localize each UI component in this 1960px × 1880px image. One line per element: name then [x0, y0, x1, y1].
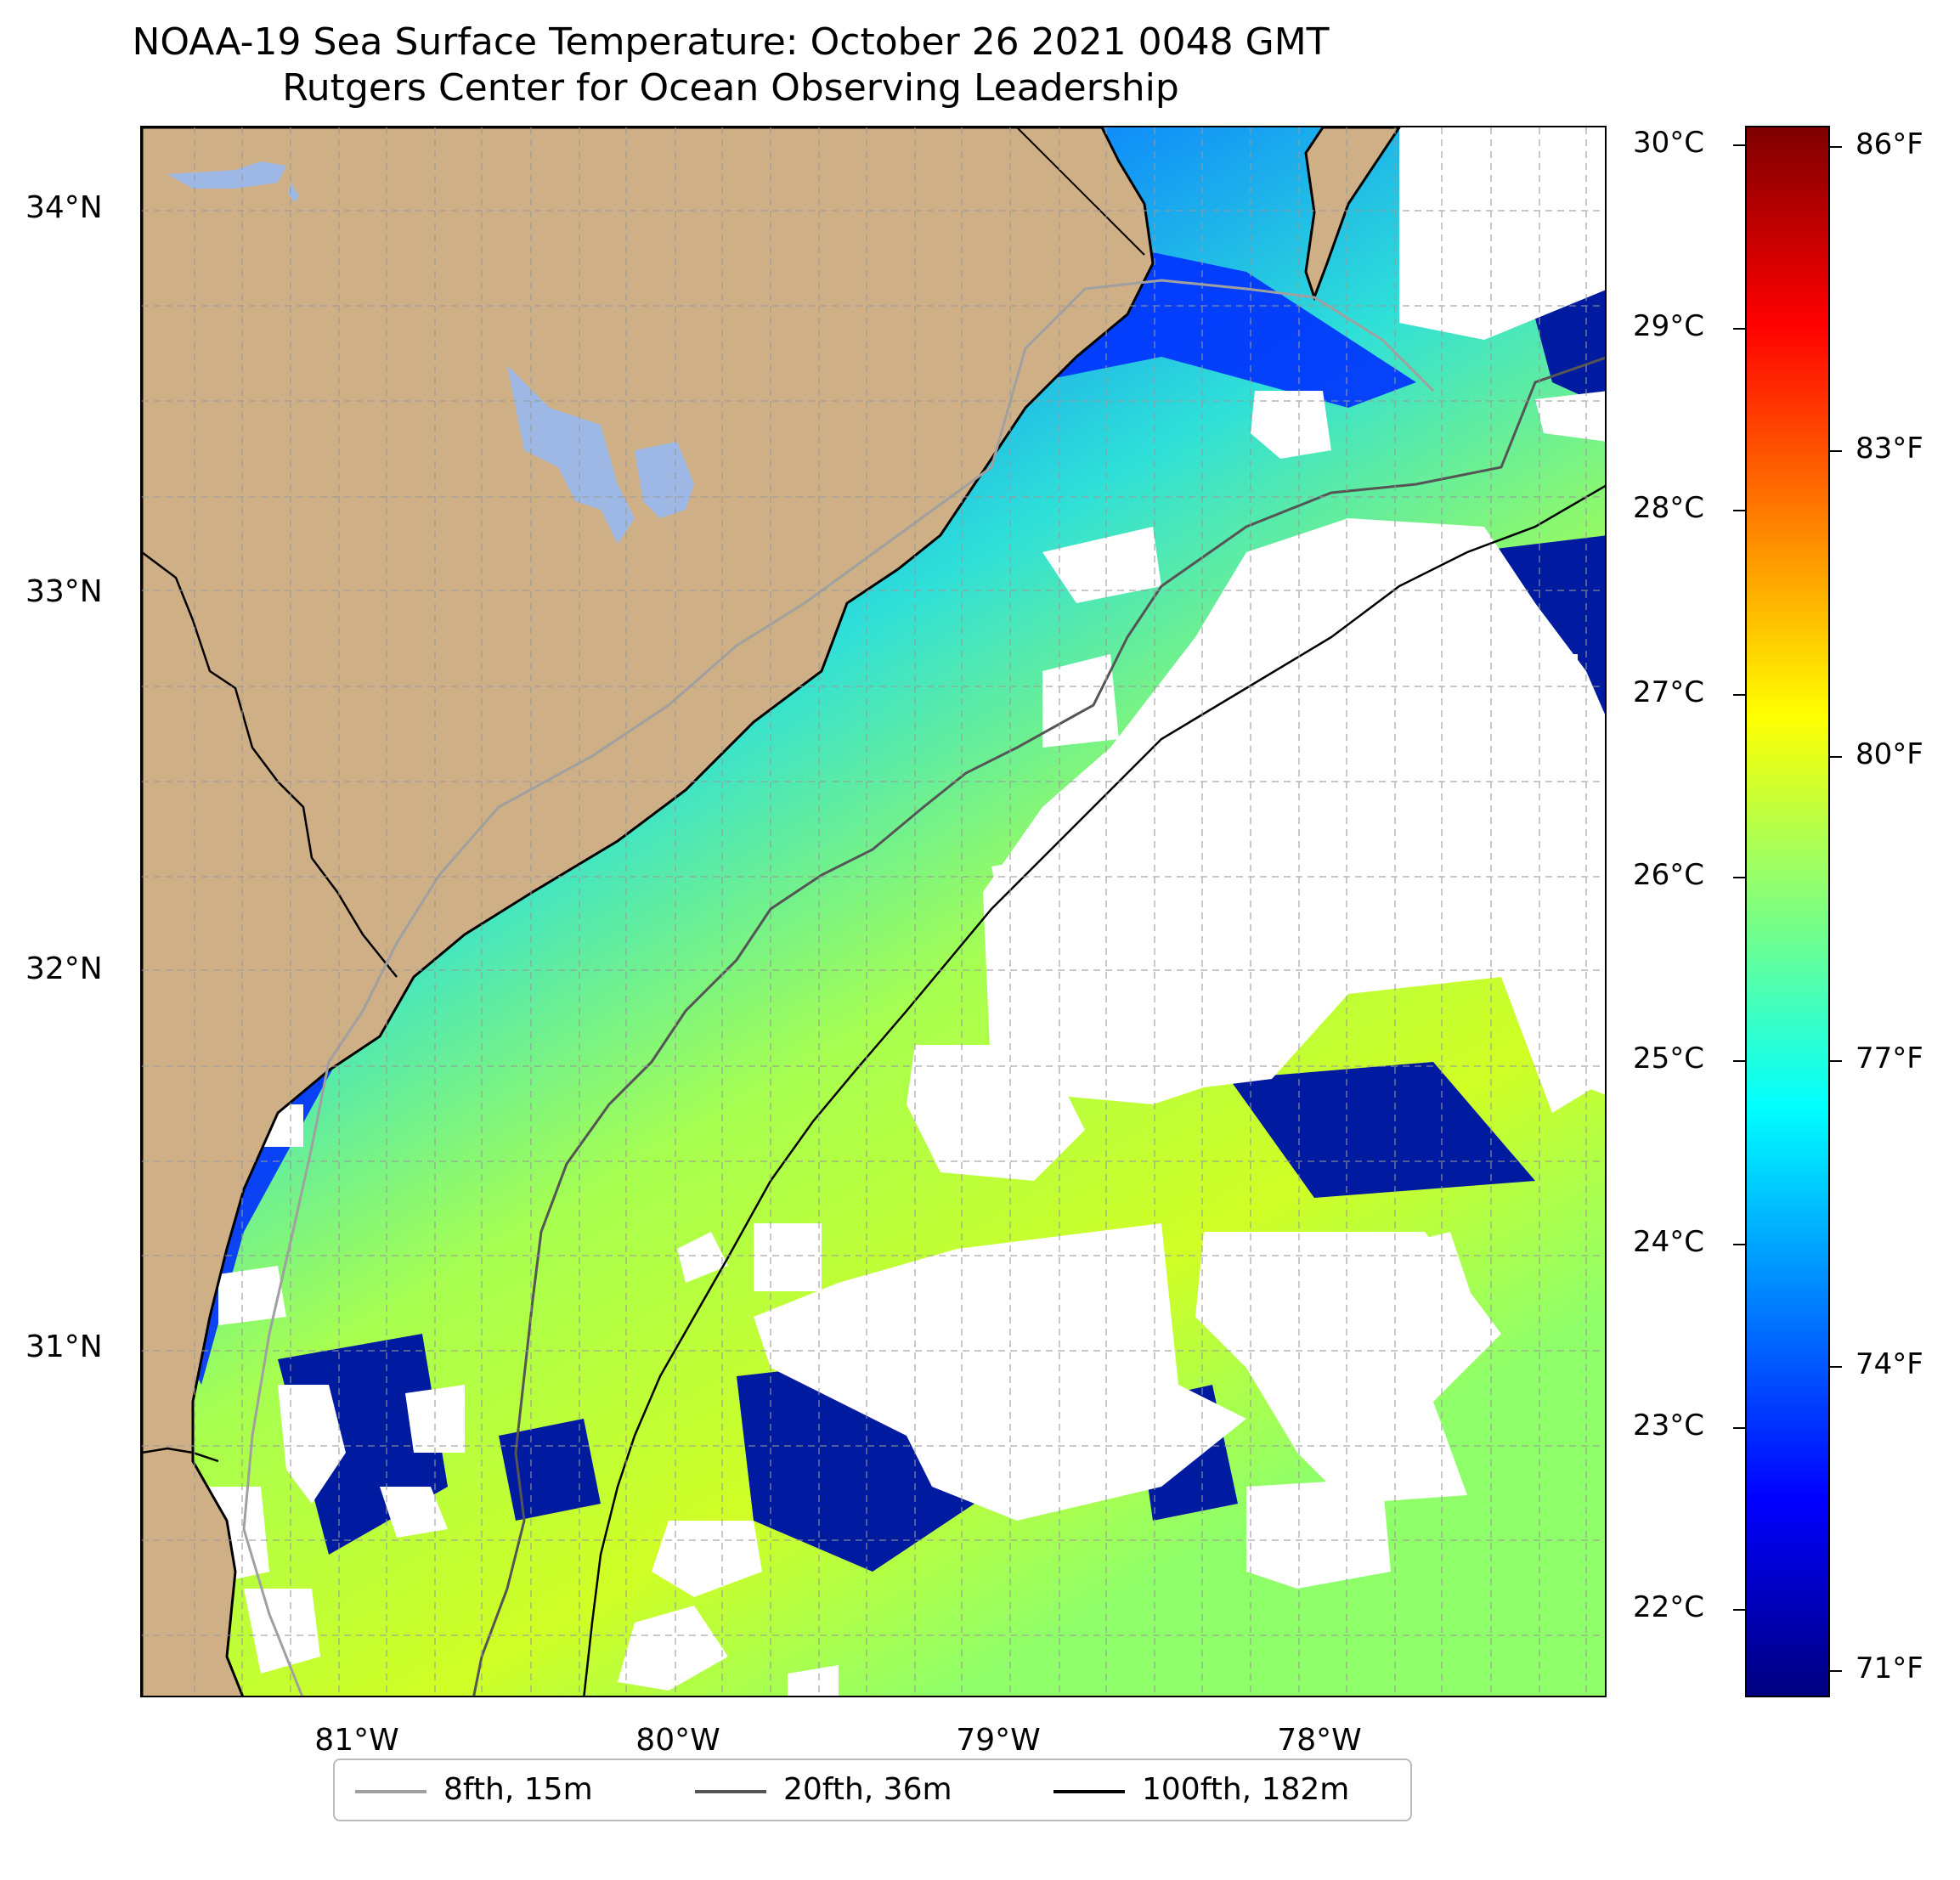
legend-label: 8fth, 15m: [443, 1772, 593, 1807]
cb-label-f: 80°F: [1856, 737, 1923, 771]
lat-label-31n: 31°N: [25, 1330, 103, 1364]
lon-label-79w: 79°W: [956, 1723, 1041, 1758]
isobath-100fth: [583, 484, 1605, 1696]
sst-map[interactable]: [140, 126, 1607, 1697]
lat-label-32n: 32°N: [25, 951, 103, 986]
cb-label-f: 86°F: [1856, 127, 1923, 161]
cb-label-c: 26°C: [1633, 858, 1705, 892]
state-border: [142, 551, 398, 978]
gridlines: [142, 127, 1605, 1696]
lake: [167, 161, 694, 544]
cb-label-c: 23°C: [1633, 1409, 1705, 1442]
legend-swatch: [355, 1790, 426, 1793]
sst-map-canvas: [142, 127, 1605, 1696]
legend-swatch: [1053, 1790, 1125, 1793]
land: [142, 127, 1155, 1696]
cb-label-f: 77°F: [1856, 1042, 1923, 1075]
lat-label-34n: 34°N: [25, 190, 103, 225]
cb-label-f: 83°F: [1856, 432, 1923, 466]
lon-label-80w: 80°W: [635, 1723, 720, 1758]
cb-label-c: 29°C: [1633, 309, 1705, 343]
cb-label-c: 28°C: [1633, 491, 1705, 525]
lon-label-81w: 81°W: [314, 1723, 399, 1758]
cb-label-c: 24°C: [1633, 1225, 1705, 1259]
colorbar: [1745, 126, 1830, 1697]
cb-label-c: 25°C: [1633, 1042, 1705, 1075]
chart-subtitle: Rutgers Center for Ocean Observing Leade…: [282, 66, 1179, 110]
cb-label-f: 71°F: [1856, 1651, 1923, 1685]
cloud-mask: [193, 127, 1605, 1696]
lon-label-78w: 78°W: [1277, 1723, 1362, 1758]
cb-label-c: 30°C: [1633, 126, 1705, 160]
cb-label-c: 27°C: [1633, 675, 1705, 709]
cold-patches: [278, 230, 1605, 1572]
isobath-8fth: [242, 279, 1435, 1696]
coastal-cold-band: [176, 251, 1416, 1385]
state-border-north: [1016, 127, 1145, 256]
cb-label-c: 22°C: [1633, 1590, 1705, 1624]
legend-label: 100fth, 182m: [1142, 1772, 1350, 1807]
chart-title: NOAA-19 Sea Surface Temperature: October…: [132, 20, 1330, 64]
legend-label: 20fth, 36m: [783, 1772, 952, 1807]
isobath-20fth: [472, 356, 1605, 1696]
legend: 8fth, 15m 20fth, 36m 100fth, 182m: [333, 1759, 1412, 1821]
state-border-south: [142, 1447, 219, 1463]
cb-label-f: 74°F: [1856, 1347, 1923, 1381]
legend-swatch: [695, 1790, 766, 1793]
lat-label-33n: 33°N: [25, 574, 103, 609]
